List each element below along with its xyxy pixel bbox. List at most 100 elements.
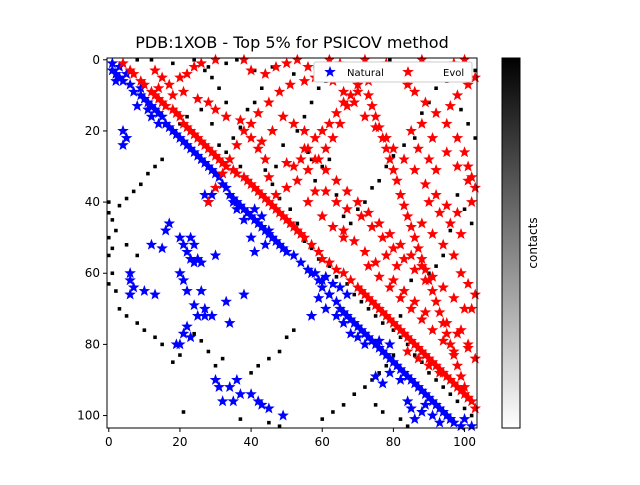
evol-point — [387, 274, 400, 286]
contact-mark — [455, 399, 460, 404]
evol-point — [316, 210, 329, 222]
natural-point — [245, 231, 257, 243]
evol-point — [191, 92, 204, 104]
evol-point — [462, 338, 474, 350]
evol-point — [352, 78, 364, 90]
evol-point — [302, 164, 314, 175]
natural-point — [384, 366, 396, 378]
contact-mark — [224, 61, 228, 66]
evol-point — [316, 124, 329, 136]
natural-point — [373, 334, 385, 346]
contact-mark — [473, 68, 477, 73]
evol-point — [394, 188, 407, 200]
evol-point — [412, 142, 425, 154]
natural-point — [181, 284, 193, 296]
contact-mark — [224, 150, 228, 155]
natural-point — [181, 245, 193, 257]
contact-mark — [295, 129, 300, 133]
natural-point — [195, 284, 208, 296]
colorbar-label: contacts — [526, 217, 540, 268]
contact-mark — [277, 196, 282, 201]
evol-point — [337, 85, 350, 97]
contact-mark — [146, 171, 150, 176]
contact-mark — [110, 246, 115, 251]
natural-point — [124, 274, 136, 286]
natural-point — [220, 181, 232, 193]
evol-point — [380, 142, 393, 154]
natural-point — [156, 110, 168, 122]
evol-point — [387, 242, 400, 254]
natural-point — [177, 274, 190, 286]
contact-mark — [412, 136, 417, 140]
evol-point — [284, 78, 296, 90]
natural-point — [216, 395, 229, 407]
natural-point — [220, 295, 232, 307]
evol-point — [448, 292, 460, 304]
contact-mark — [366, 307, 371, 311]
evol-point — [430, 107, 442, 119]
evol-point — [384, 228, 396, 240]
x-tick-label: 100 — [453, 435, 476, 449]
contact-mark — [203, 68, 207, 73]
contact-mark — [434, 378, 438, 382]
natural-point — [323, 288, 336, 300]
plot-area — [107, 58, 477, 428]
natural-point — [206, 309, 218, 321]
evol-point — [398, 153, 410, 165]
natural-point — [184, 231, 197, 243]
evol-point — [320, 185, 332, 197]
natural-point — [199, 302, 211, 314]
contact-mark — [309, 246, 314, 251]
evol-point — [451, 327, 464, 339]
natural-point — [255, 398, 268, 410]
evol-point — [127, 67, 140, 79]
evol-point — [416, 217, 428, 229]
series-natural — [106, 57, 478, 432]
natural-point — [444, 413, 457, 425]
evol-point — [419, 96, 432, 108]
evol-point — [298, 231, 311, 243]
natural-point — [124, 288, 136, 300]
contact-mark — [348, 221, 353, 226]
evol-point — [369, 256, 382, 268]
evol-point — [352, 85, 364, 97]
evol-point — [448, 345, 460, 357]
evol-point — [384, 281, 396, 293]
contact-mark — [384, 164, 389, 169]
evol-point — [309, 131, 321, 143]
contact-mark — [238, 164, 243, 169]
contact-mark — [469, 413, 474, 418]
contact-mark — [235, 58, 239, 62]
contact-mark — [153, 164, 157, 169]
evol-point — [174, 71, 186, 83]
plot-border — [106, 57, 478, 429]
evol-point — [174, 110, 186, 122]
contact-mark — [320, 164, 325, 169]
evol-point — [373, 217, 385, 229]
contact-mark — [267, 356, 271, 361]
natural-point — [152, 117, 165, 129]
evol-point — [433, 366, 446, 378]
evol-point — [405, 302, 417, 314]
evol-point — [440, 146, 453, 158]
natural-point — [199, 188, 211, 200]
contact-mark — [405, 424, 410, 428]
natural-point — [209, 249, 222, 261]
evol-point — [412, 352, 425, 364]
contact-mark — [171, 360, 175, 364]
y-tick-label: 80 — [85, 337, 100, 351]
evol-point — [273, 85, 286, 97]
evol-point — [419, 178, 432, 190]
evol-point — [348, 96, 361, 108]
natural-point — [174, 267, 186, 279]
natural-point — [145, 110, 158, 122]
evol-legend-label: Evol — [443, 68, 464, 79]
natural-point — [330, 309, 343, 321]
contact-mark — [259, 86, 264, 91]
evol-point — [426, 270, 439, 282]
contact-mark — [217, 86, 221, 91]
natural-point — [120, 131, 133, 143]
contact-mark — [281, 143, 285, 147]
natural-point — [227, 196, 240, 207]
